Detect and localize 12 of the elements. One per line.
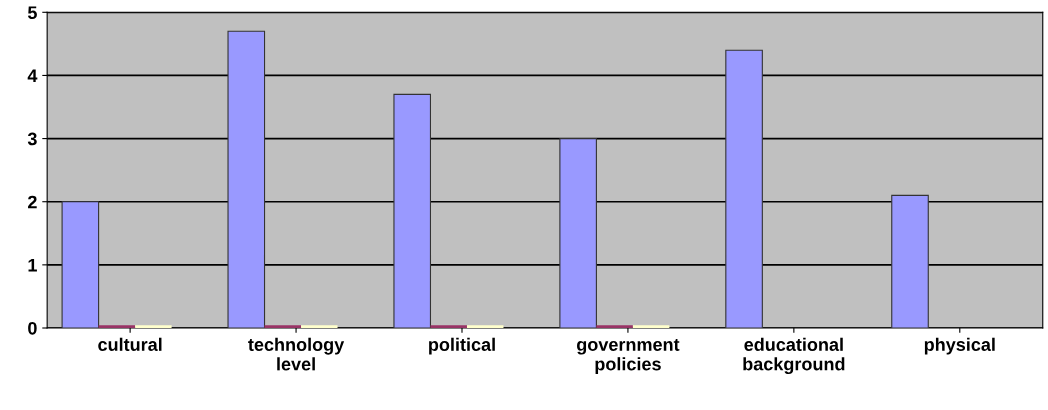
- x-tick-label: government policies: [577, 338, 680, 374]
- y-tick-label: 0: [28, 321, 37, 335]
- x-tick-label: technology level: [248, 337, 345, 371]
- y-tick-label: 4: [27, 69, 38, 82]
- y-tick-label: 3: [27, 132, 37, 146]
- y-tick-label: 2: [28, 195, 37, 209]
- x-tick-label: physical: [924, 337, 995, 355]
- x-tick-label: cultural: [98, 337, 162, 351]
- y-tick-label: 1: [28, 258, 37, 272]
- x-tick-label: political: [429, 337, 495, 355]
- y-tick-label: 5: [27, 6, 37, 20]
- x-tick-label: educational background: [743, 337, 845, 375]
